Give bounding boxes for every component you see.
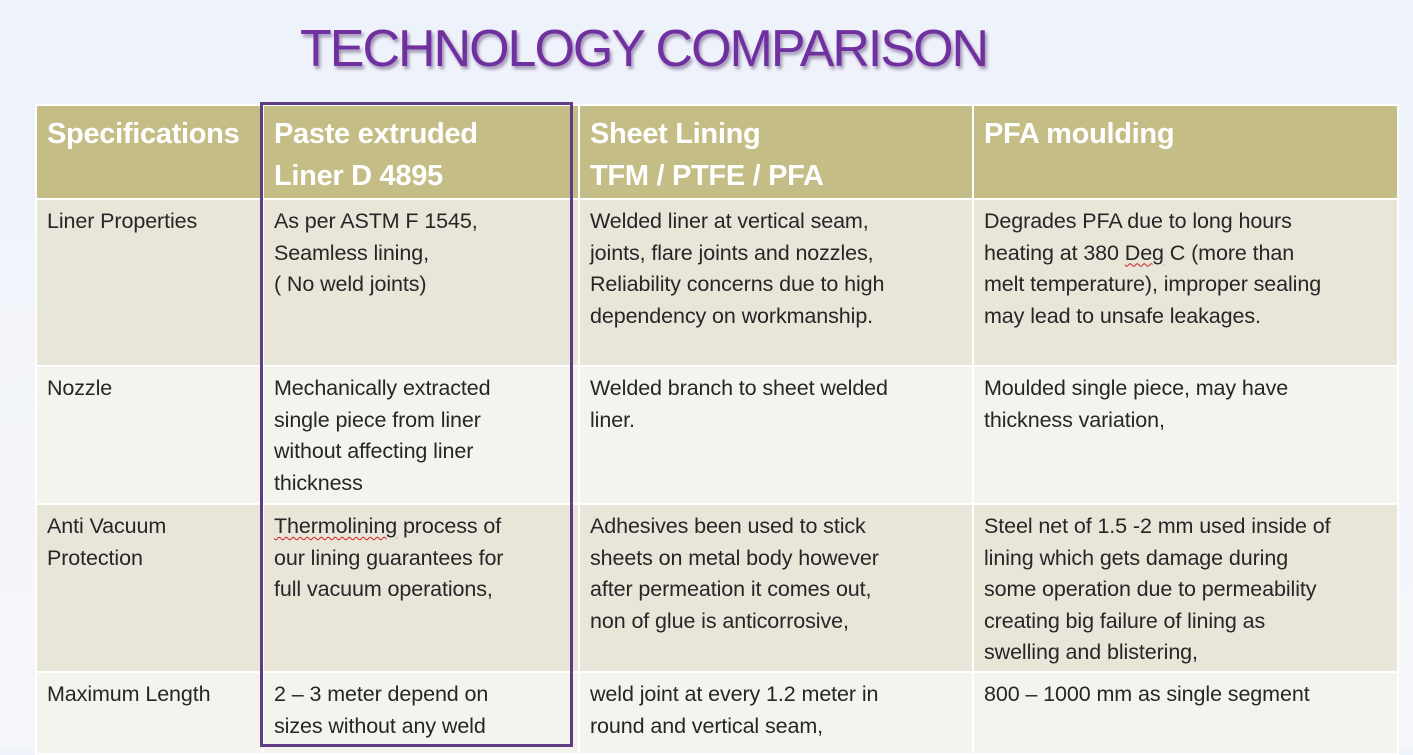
pfa-nozzle: Moulded single piece, may have thickness… (972, 365, 1399, 505)
pfa-maximum-length: 800 – 1000 mm as single segment (972, 671, 1399, 755)
spec-anti-vacuum: Anti Vacuum Protection (35, 503, 264, 673)
header-pfa-moulding: PFA moulding (972, 104, 1399, 200)
table-row: Anti Vacuum Protection Thermolining proc… (35, 503, 1399, 673)
paste-liner-properties: As per ASTM F 1545, Seamless lining, ( N… (262, 198, 580, 367)
paste-maximum-length: 2 – 3 meter depend on sizes without any … (262, 671, 580, 755)
pfa-liner-properties: Degrades PFA due to long hours heating a… (972, 198, 1399, 367)
spec-liner-properties: Liner Properties (35, 198, 264, 367)
comparison-table: Specifications Paste extruded Liner D 48… (35, 104, 1399, 755)
header-row: Specifications Paste extruded Liner D 48… (35, 104, 1399, 200)
header-specifications: Specifications (35, 104, 264, 200)
sheet-nozzle: Welded branch to sheet welded liner. (578, 365, 974, 505)
table-row: Nozzle Mechanically extracted single pie… (35, 365, 1399, 505)
spec-maximum-length: Maximum Length (35, 671, 264, 755)
paste-anti-vacuum-text: process of our lining guarantees for ful… (274, 514, 504, 601)
spellcheck-word: Deg (1124, 240, 1164, 265)
pfa-anti-vacuum: Steel net of 1.5 -2 mm used inside of li… (972, 503, 1399, 673)
page-title: TECHNOLOGY COMPARISON (300, 20, 989, 78)
spellcheck-word: Thermolining (274, 514, 398, 538)
pfa-liner-text-start: Degrades PFA due to long hours heating a… (984, 209, 1292, 265)
paste-nozzle: Mechanically extracted single piece from… (262, 365, 580, 505)
header-sheet-lining: Sheet Lining TFM / PTFE / PFA (578, 104, 974, 200)
pfa-liner-text-end: C (more than melt temperature), improper… (984, 240, 1322, 328)
sheet-maximum-length: weld joint at every 1.2 meter in round a… (578, 671, 974, 755)
spec-nozzle: Nozzle (35, 365, 264, 505)
paste-anti-vacuum: Thermolining process of our lining guara… (262, 503, 580, 673)
table-row: Liner Properties As per ASTM F 1545, Sea… (35, 198, 1399, 367)
sheet-anti-vacuum: Adhesives been used to stick sheets on m… (578, 503, 974, 673)
header-paste-extruded: Paste extruded Liner D 4895 (262, 104, 580, 200)
sheet-liner-properties: Welded liner at vertical seam, joints, f… (578, 198, 974, 367)
table-row: Maximum Length 2 – 3 meter depend on siz… (35, 671, 1399, 755)
